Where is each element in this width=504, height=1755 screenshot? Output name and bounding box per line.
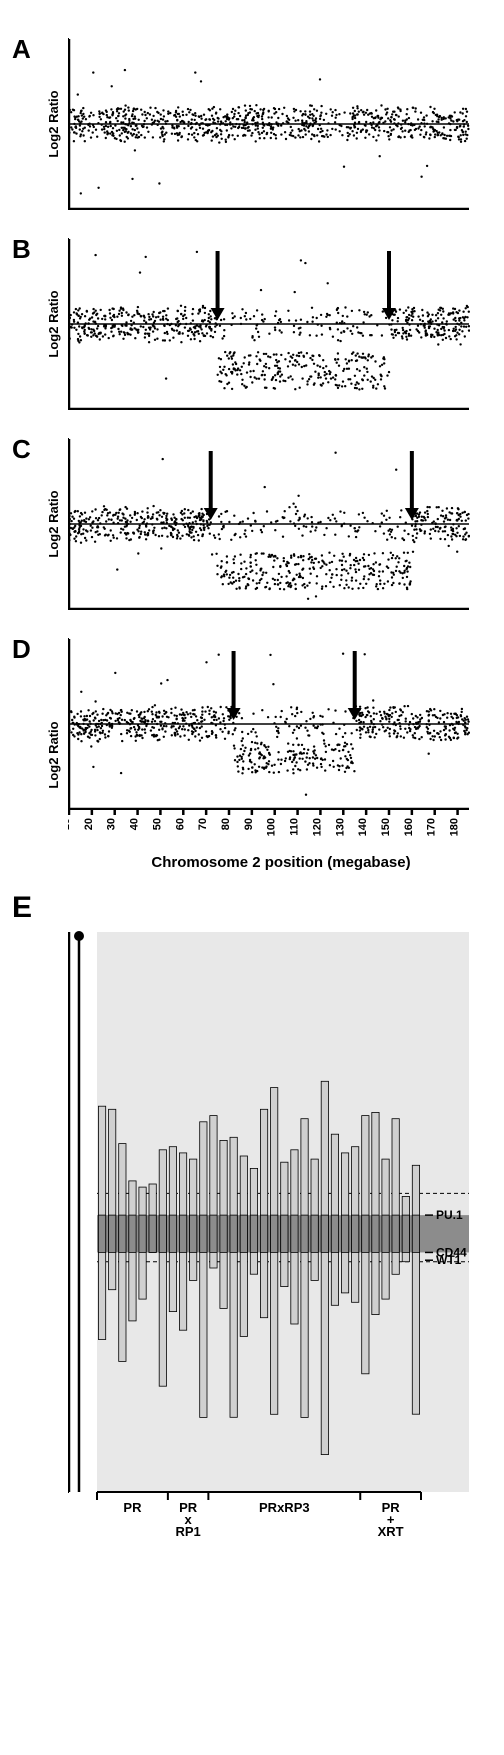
svg-text:100: 100: [266, 818, 278, 836]
svg-text:50: 50: [151, 818, 163, 830]
panel-label-C: C: [12, 434, 31, 465]
svg-text:120: 120: [311, 818, 323, 836]
svg-text:180: 180: [449, 818, 461, 836]
ylabel-D: Log2 Ratio: [46, 721, 61, 788]
svg-text:140: 140: [357, 818, 369, 836]
panel-A: A Log2 Ratio -1.0-0.50.00.51.0: [10, 38, 494, 210]
panel-label-B: B: [12, 234, 31, 265]
svg-text:10: 10: [68, 818, 72, 830]
scatter-plot-C: -1.0-0.50.00.51.0: [68, 438, 494, 610]
svg-text:20: 20: [83, 818, 95, 830]
svg-text:WT1: WT1: [436, 1253, 462, 1267]
panel-label-D: D: [12, 634, 31, 665]
svg-text:60: 60: [174, 818, 186, 830]
scatter-plot-A: -1.0-0.50.00.51.0: [68, 38, 494, 210]
svg-text:PR: PR: [123, 1500, 142, 1515]
svg-text:170: 170: [426, 818, 438, 836]
panel-B: B Log2 Ratio -1.0-0.50.00.51.0: [10, 238, 494, 410]
panelE-plot: 20406080100120140160180PU.1CD44WT1PRPRxR…: [68, 931, 494, 1546]
svg-text:PU.1: PU.1: [436, 1208, 463, 1222]
svg-text:130: 130: [334, 818, 346, 836]
svg-text:PRxRP3: PRxRP3: [259, 1500, 310, 1515]
panel-label-E: E: [12, 891, 494, 925]
ylabel-B: Log2 Ratio: [46, 290, 61, 357]
svg-text:XRT: XRT: [378, 1524, 404, 1539]
scatter-plot-D: -1.0-0.50.00.51.0 1020304050607080901001…: [68, 638, 494, 871]
svg-text:80: 80: [220, 818, 232, 830]
svg-text:70: 70: [197, 818, 209, 830]
svg-text:90: 90: [243, 818, 255, 830]
svg-text:30: 30: [106, 818, 118, 830]
svg-text:40: 40: [129, 818, 141, 830]
panel-C: C Log2 Ratio -1.0-0.50.00.51.0: [10, 438, 494, 610]
panel-label-A: A: [12, 34, 31, 65]
ylabel-A: Log2 Ratio: [46, 90, 61, 157]
ylabel-C: Log2 Ratio: [46, 490, 61, 557]
xlabel-scatter: Chromosome 2 position (megabase): [68, 854, 494, 871]
figure-root: A Log2 Ratio -1.0-0.50.00.51.0 B Log2 Ra…: [10, 38, 494, 1546]
svg-text:RP1: RP1: [175, 1524, 200, 1539]
panel-D: D Log2 Ratio -1.0-0.50.00.51.0 102030405…: [10, 638, 494, 871]
svg-text:150: 150: [380, 818, 392, 836]
svg-text:110: 110: [289, 818, 301, 836]
scatter-plot-B: -1.0-0.50.00.51.0: [68, 238, 494, 410]
panel-E: E Chromosome 2 position (megabase) 20406…: [10, 891, 494, 1546]
svg-text:160: 160: [403, 818, 415, 836]
